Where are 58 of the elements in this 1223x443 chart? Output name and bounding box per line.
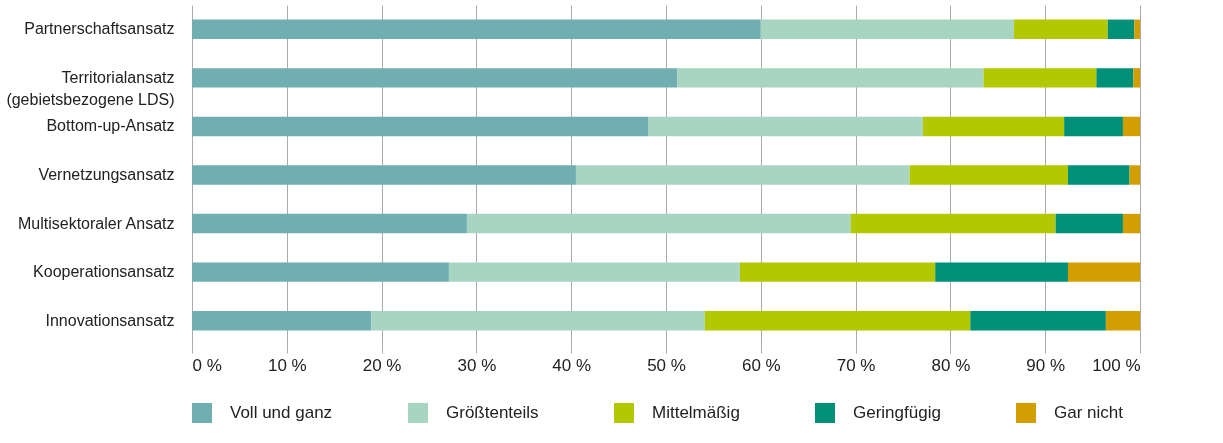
bar [970, 311, 1106, 331]
bar [371, 311, 705, 331]
x-tick-label: 90 % [1026, 355, 1066, 375]
y-tick-label: Partnerschaftsansatz [24, 20, 175, 38]
legend-label: Voll und ganz [230, 403, 333, 422]
bar [909, 165, 1068, 185]
bar [1096, 68, 1134, 88]
bar [1122, 213, 1140, 234]
bar [1105, 311, 1140, 331]
x-tick-label: 80 % [931, 355, 971, 375]
bar [1129, 165, 1140, 185]
bar [466, 213, 851, 234]
bar [739, 262, 936, 282]
x-tick-label: 30 % [457, 355, 497, 375]
bar [1122, 116, 1140, 137]
x-tick-label: 60 % [741, 355, 781, 375]
bar [192, 116, 648, 137]
bar [192, 262, 449, 282]
bar [1107, 19, 1135, 39]
y-tick-label: Innovationsansatz [45, 311, 175, 329]
bar [1133, 68, 1140, 88]
bar [1067, 262, 1140, 282]
bar [850, 213, 1056, 234]
y-tick-label: Territorialansatz (gebietsbezogene LDS) [6, 68, 175, 108]
x-tick-label: 0 % [192, 355, 222, 375]
legend-label: Gar nicht [1054, 403, 1124, 422]
x-tick-label: 100 % [1092, 355, 1141, 375]
bar [677, 68, 984, 88]
bar [192, 165, 576, 185]
x-tick-label: 10 % [267, 355, 307, 375]
bar [983, 68, 1097, 88]
bar [922, 116, 1065, 137]
x-tick-label: 40 % [552, 355, 592, 375]
bar [448, 262, 740, 282]
bar [760, 19, 1014, 39]
bar [704, 311, 971, 331]
x-tick-label: 20 % [362, 355, 402, 375]
y-tick-label: Vernetzungsansatz [38, 166, 175, 183]
y-tick-label: Bottom-up-Ansatz [46, 117, 175, 135]
bar [192, 68, 678, 88]
bar [647, 116, 923, 137]
bar [935, 262, 1068, 282]
bar [1055, 213, 1123, 234]
bar [192, 213, 467, 234]
bar [1064, 116, 1123, 137]
bar [1067, 165, 1130, 185]
bar [575, 165, 910, 185]
legend-label: Geringfügig [853, 403, 941, 422]
bar [192, 311, 372, 331]
x-tick-label: 70 % [836, 355, 876, 375]
bar [1134, 19, 1140, 39]
y-tick-label: Multisektoraler Ansatz [17, 214, 175, 232]
legend-label: Größtenteils [446, 403, 539, 422]
bar [1013, 19, 1108, 39]
legend-label: Mittelmäßig [652, 403, 740, 422]
x-tick-label: 50 % [647, 355, 686, 375]
bar [192, 19, 761, 39]
y-tick-label: Kooperationsansatz [33, 263, 175, 281]
